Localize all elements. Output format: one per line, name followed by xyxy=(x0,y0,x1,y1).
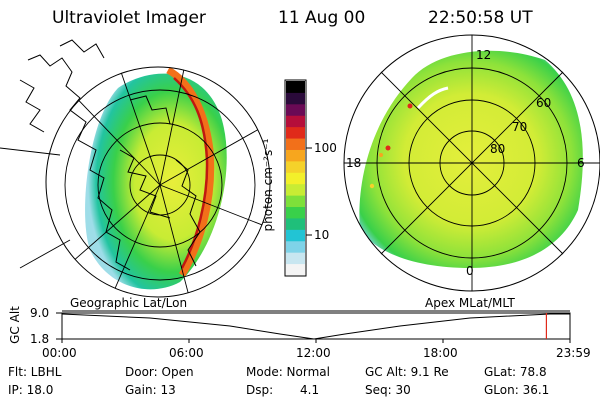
colorbar-swatch xyxy=(286,195,305,208)
door-status: Door: Open xyxy=(125,365,194,379)
timeline-tick-3: 18:00 xyxy=(423,346,458,360)
timeline-tick-2: 12:00 xyxy=(296,346,331,360)
timeline-ylabel: GC Alt xyxy=(7,306,22,344)
mlat-70-label: 70 xyxy=(512,120,528,134)
colorbar-tick-100: 100 xyxy=(314,141,337,155)
aurora-emission-right xyxy=(359,50,583,268)
aurora-oval-bright xyxy=(166,66,215,277)
timeline-y-bottom: 1.8 xyxy=(30,332,50,346)
glon-status: GLon: 36.1 xyxy=(484,383,550,397)
colorbar-swatch xyxy=(286,240,305,253)
colorbar-swatch xyxy=(286,217,305,230)
colorbar-swatch xyxy=(286,138,305,150)
mlt-6-label: 6 xyxy=(577,156,585,170)
mlt-12-label: 12 xyxy=(476,48,492,62)
timeline-tick-1: 06:00 xyxy=(169,346,204,360)
geographic-map xyxy=(0,39,271,298)
polar-map xyxy=(343,34,600,292)
colorbar-swatch xyxy=(286,92,305,105)
timeline-tick-4: 23:59 xyxy=(556,346,591,360)
earth-limb xyxy=(45,66,271,298)
colorbar-swatch xyxy=(286,81,305,93)
apex-caption: Apex MLat/MLT xyxy=(425,296,515,310)
altitude-timeline xyxy=(56,312,571,343)
dsp-label: Dsp: xyxy=(246,383,274,397)
colorbar xyxy=(284,79,312,277)
gcalt-status: GC Alt: 9.1 Re xyxy=(365,365,449,379)
mlt-18-label: 18 xyxy=(346,156,362,170)
instrument-title: Ultraviolet Imager xyxy=(52,8,206,28)
colorbar-swatch xyxy=(286,115,305,128)
timeline-y-top: 9.0 xyxy=(30,306,50,320)
colorbar-swatch xyxy=(286,263,305,276)
colorbar-tick-10: 10 xyxy=(314,228,330,242)
colorbar-swatch xyxy=(286,160,305,173)
colorbar-swatch xyxy=(286,229,305,242)
colorbar-swatch xyxy=(286,252,305,265)
coastline xyxy=(27,54,131,271)
time-label: 22:50:58 UT xyxy=(428,8,533,28)
mlat-80-label: 80 xyxy=(490,142,506,156)
seq-status: Seq: 30 xyxy=(365,383,411,397)
ip-status: IP: 18.0 xyxy=(8,383,54,397)
altitude-trace xyxy=(61,313,570,340)
geographic-caption: Geographic Lat/Lon xyxy=(70,296,188,310)
mlt-0-label: 0 xyxy=(466,264,474,278)
colorbar-unit-label: photon cm⁻²s⁻¹ xyxy=(261,138,275,232)
colorbar-swatch xyxy=(286,206,305,219)
filter-status: Flt: LBHL xyxy=(8,365,62,379)
mlat-60-label: 60 xyxy=(536,96,552,110)
colorbar-swatch xyxy=(286,172,305,185)
glat-status: GLat: 78.8 xyxy=(484,365,547,379)
colorbar-swatch xyxy=(286,126,305,139)
mode-status: Mode: Normal xyxy=(246,365,330,379)
timeline-tick-0: 00:00 xyxy=(42,346,77,360)
dsp-value: 4.1 xyxy=(300,383,320,397)
aurora-emission-left xyxy=(85,73,227,290)
colorbar-swatch xyxy=(286,183,305,196)
date-label: 11 Aug 00 xyxy=(278,8,366,28)
colorbar-swatch xyxy=(286,149,305,162)
gain-status: Gain: 13 xyxy=(125,383,176,397)
colorbar-swatch xyxy=(286,103,305,116)
